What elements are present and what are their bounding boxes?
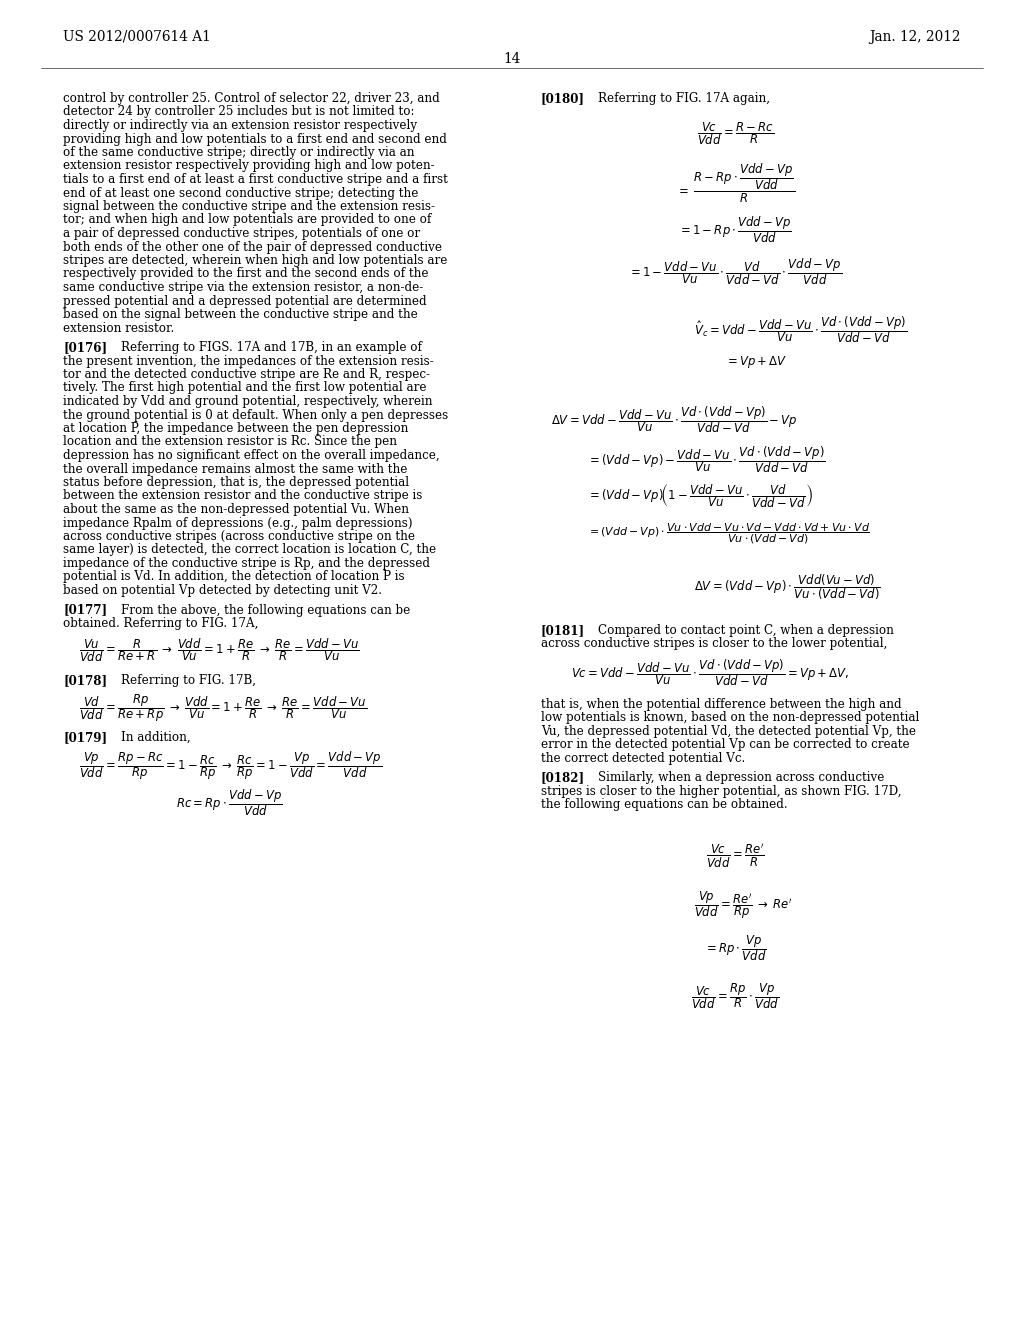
Text: [0181]: [0181] — [541, 624, 585, 638]
Text: error in the detected potential Vp can be corrected to create: error in the detected potential Vp can b… — [541, 738, 909, 751]
Text: $\dfrac{Vd}{Vdd} = \dfrac{Rp}{Re+Rp} \;\rightarrow\; \dfrac{Vdd}{Vu} = 1 + \dfra: $\dfrac{Vd}{Vdd} = \dfrac{Rp}{Re+Rp} \;\… — [79, 693, 367, 725]
Text: [0176]: [0176] — [63, 341, 108, 354]
Text: impedance of the conductive stripe is Rp, and the depressed: impedance of the conductive stripe is Rp… — [63, 557, 430, 570]
Text: $Rc = Rp \cdot \dfrac{Vdd-Vp}{Vdd}$: $Rc = Rp \cdot \dfrac{Vdd-Vp}{Vdd}$ — [176, 788, 283, 818]
Text: $\dfrac{Vu}{Vdd} = \dfrac{R}{Re+R} \;\rightarrow\; \dfrac{Vdd}{Vu} = 1 + \dfrac{: $\dfrac{Vu}{Vdd} = \dfrac{R}{Re+R} \;\ri… — [79, 636, 359, 664]
Text: Referring to FIGS. 17A and 17B, in an example of: Referring to FIGS. 17A and 17B, in an ex… — [121, 341, 422, 354]
Text: the present invention, the impedances of the extension resis-: the present invention, the impedances of… — [63, 355, 434, 367]
Text: pressed potential and a depressed potential are determined: pressed potential and a depressed potent… — [63, 294, 427, 308]
Text: same conductive stripe via the extension resistor, a non-de-: same conductive stripe via the extension… — [63, 281, 424, 294]
Text: impedance Rpalm of depressions (e.g., palm depressions): impedance Rpalm of depressions (e.g., pa… — [63, 516, 413, 529]
Text: In addition,: In addition, — [121, 731, 190, 743]
Text: tor and the detected conductive stripe are Re and R, respec-: tor and the detected conductive stripe a… — [63, 368, 430, 381]
Text: From the above, the following equations can be: From the above, the following equations … — [121, 603, 410, 616]
Text: stripes is closer to the higher potential, as shown FIG. 17D,: stripes is closer to the higher potentia… — [541, 785, 901, 797]
Text: stripes are detected, wherein when high and low potentials are: stripes are detected, wherein when high … — [63, 253, 447, 267]
Text: directly or indirectly via an extension resistor respectively: directly or indirectly via an extension … — [63, 119, 418, 132]
Text: obtained. Referring to FIG. 17A,: obtained. Referring to FIG. 17A, — [63, 616, 259, 630]
Text: extension resistor respectively providing high and low poten-: extension resistor respectively providin… — [63, 160, 435, 173]
Text: end of at least one second conductive stripe; detecting the: end of at least one second conductive st… — [63, 186, 419, 199]
Text: $\Delta V = Vdd - \dfrac{Vdd-Vu}{Vu} \cdot \dfrac{Vd \cdot (Vdd-Vp)}{Vdd-Vd} - V: $\Delta V = Vdd - \dfrac{Vdd-Vu}{Vu} \cd… — [551, 404, 798, 434]
Text: indicated by Vdd and ground potential, respectively, wherein: indicated by Vdd and ground potential, r… — [63, 395, 433, 408]
Text: control by controller ​25. Control of selector ​22, driver ​23, and: control by controller ​25. Control of se… — [63, 92, 440, 106]
Text: Jan. 12, 2012: Jan. 12, 2012 — [869, 30, 961, 44]
Text: based on the signal between the conductive stripe and the: based on the signal between the conducti… — [63, 308, 418, 321]
Text: tials to a first end of at least a first conductive stripe and a first: tials to a first end of at least a first… — [63, 173, 449, 186]
Text: that is, when the potential difference between the high and: that is, when the potential difference b… — [541, 698, 901, 710]
Text: $= \;\dfrac{R - Rp \cdot \dfrac{Vdd-Vp}{Vdd}}{R}$: $= \;\dfrac{R - Rp \cdot \dfrac{Vdd-Vp}{… — [676, 162, 795, 206]
Text: between the extension resistor and the conductive stripe is: between the extension resistor and the c… — [63, 490, 423, 503]
Text: at location P, the impedance between the pen depression: at location P, the impedance between the… — [63, 422, 409, 436]
Text: the correct detected potential Vc.: the correct detected potential Vc. — [541, 752, 744, 764]
Text: providing high and low potentials to a first end and second end: providing high and low potentials to a f… — [63, 132, 447, 145]
Text: [0177]: [0177] — [63, 603, 108, 616]
Text: $\dfrac{Vp}{Vdd} = \dfrac{Re'}{Rp} \;\rightarrow\; Re'$: $\dfrac{Vp}{Vdd} = \dfrac{Re'}{Rp} \;\ri… — [694, 890, 793, 921]
Text: [0180]: [0180] — [541, 92, 585, 106]
Text: the ground potential is 0 at default. When only a pen depresses: the ground potential is 0 at default. Wh… — [63, 408, 449, 421]
Text: Similarly, when a depression across conductive: Similarly, when a depression across cond… — [598, 771, 885, 784]
Text: $= 1 - \dfrac{Vdd-Vu}{Vu} \cdot \dfrac{Vd}{Vdd-Vd} \cdot \dfrac{Vdd-Vp}{Vdd}$: $= 1 - \dfrac{Vdd-Vu}{Vu} \cdot \dfrac{V… — [628, 256, 843, 286]
Text: based on potential Vp detected by detecting unit V​2.: based on potential Vp detected by detect… — [63, 583, 383, 597]
Text: location and the extension resistor is Rc. Since the pen: location and the extension resistor is R… — [63, 436, 397, 449]
Text: 14: 14 — [504, 51, 520, 66]
Text: $\dfrac{Vc}{Vdd} = \dfrac{Re'}{R}$: $\dfrac{Vc}{Vdd} = \dfrac{Re'}{R}$ — [706, 842, 765, 870]
Text: across conductive stripes is closer to the lower potential,: across conductive stripes is closer to t… — [541, 638, 887, 651]
Text: $= Rp \cdot \dfrac{Vp}{Vdd}$: $= Rp \cdot \dfrac{Vp}{Vdd}$ — [703, 933, 767, 964]
Text: the following equations can be obtained.: the following equations can be obtained. — [541, 799, 787, 812]
Text: Referring to FIG. 17B,: Referring to FIG. 17B, — [121, 675, 256, 686]
Text: respectively provided to the first and the second ends of the: respectively provided to the first and t… — [63, 268, 429, 281]
Text: [0178]: [0178] — [63, 675, 108, 686]
Text: detector ​24 by controller ​25 includes but is not limited to:: detector ​24 by controller ​25 includes … — [63, 106, 415, 119]
Text: of the same conductive stripe; directly or indirectly via an: of the same conductive stripe; directly … — [63, 147, 415, 158]
Text: $= 1 - Rp \cdot \dfrac{Vdd-Vp}{Vdd}$: $= 1 - Rp \cdot \dfrac{Vdd-Vp}{Vdd}$ — [678, 214, 793, 244]
Text: Compared to contact point C, when a depression: Compared to contact point C, when a depr… — [598, 624, 894, 638]
Text: Vu, the depressed potential Vd, the detected potential Vp, the: Vu, the depressed potential Vd, the dete… — [541, 725, 915, 738]
Text: the overall impedance remains almost the same with the: the overall impedance remains almost the… — [63, 462, 408, 475]
Text: across conductive stripes (across conductive stripe on the: across conductive stripes (across conduc… — [63, 531, 416, 543]
Text: Referring to FIG. 17A again,: Referring to FIG. 17A again, — [598, 92, 770, 106]
Text: $= (Vdd-Vp)\!\left(1 - \dfrac{Vdd-Vu}{Vu} \cdot \dfrac{Vd}{Vdd-Vd}\right)$: $= (Vdd-Vp)\!\left(1 - \dfrac{Vdd-Vu}{Vu… — [587, 482, 813, 510]
Text: extension resistor.: extension resistor. — [63, 322, 175, 334]
Text: tively. The first high potential and the first low potential are: tively. The first high potential and the… — [63, 381, 427, 395]
Text: $Vc = Vdd - \dfrac{Vdd-Vu}{Vu} \cdot \dfrac{Vd \cdot (Vdd-Vp)}{Vdd-Vd} = Vp + \D: $Vc = Vdd - \dfrac{Vdd-Vu}{Vu} \cdot \df… — [571, 657, 850, 689]
Text: $\dfrac{Vc}{Vdd} = \dfrac{Rp}{R} \cdot \dfrac{Vp}{Vdd}$: $\dfrac{Vc}{Vdd} = \dfrac{Rp}{R} \cdot \… — [691, 982, 779, 1011]
Text: about the same as the non-depressed potential Vu. When: about the same as the non-depressed pote… — [63, 503, 410, 516]
Text: depression has no significant effect on the overall impedance,: depression has no significant effect on … — [63, 449, 440, 462]
Text: same layer) is detected, the correct location is location C, the: same layer) is detected, the correct loc… — [63, 544, 436, 557]
Text: both ends of the other one of the pair of depressed conductive: both ends of the other one of the pair o… — [63, 240, 442, 253]
Text: status before depression, that is, the depressed potential: status before depression, that is, the d… — [63, 477, 410, 488]
Text: [0179]: [0179] — [63, 731, 108, 743]
Text: $= (Vdd-Vp) - \dfrac{Vdd-Vu}{Vu} \cdot \dfrac{Vd \cdot (Vdd-Vp)}{Vdd-Vd}$: $= (Vdd-Vp) - \dfrac{Vdd-Vu}{Vu} \cdot \… — [587, 444, 825, 475]
Text: tor; and when high and low potentials are provided to one of: tor; and when high and low potentials ar… — [63, 214, 432, 227]
Text: a pair of depressed conductive stripes, potentials of one or: a pair of depressed conductive stripes, … — [63, 227, 421, 240]
Text: $\dfrac{Vc}{Vdd} = \dfrac{R - Rc}{R}$: $\dfrac{Vc}{Vdd} = \dfrac{R - Rc}{R}$ — [696, 120, 774, 147]
Text: [0182]: [0182] — [541, 771, 585, 784]
Text: low potentials is known, based on the non-depressed potential: low potentials is known, based on the no… — [541, 711, 920, 725]
Text: $\Delta V = (Vdd-Vp) \cdot \dfrac{Vdd(Vu - Vd)}{Vu \cdot (Vdd-Vd)}$: $\Delta V = (Vdd-Vp) \cdot \dfrac{Vdd(Vu… — [694, 572, 881, 602]
Text: US 2012/0007614 A1: US 2012/0007614 A1 — [63, 30, 211, 44]
Text: $\hat{V}_c = Vdd - \dfrac{Vdd-Vu}{Vu} \cdot \dfrac{Vd \cdot (Vdd-Vp)}{Vdd-Vd}$: $\hat{V}_c = Vdd - \dfrac{Vdd-Vu}{Vu} \c… — [694, 314, 907, 345]
Text: $= Vp + \Delta V$: $= Vp + \Delta V$ — [725, 354, 787, 370]
Text: potential is Vd. In addition, the detection of location P is: potential is Vd. In addition, the detect… — [63, 570, 406, 583]
Text: $= (Vdd-Vp) \cdot \dfrac{Vu \cdot Vdd - Vu \cdot Vd - Vdd \cdot Vd + Vu \cdot Vd: $= (Vdd-Vp) \cdot \dfrac{Vu \cdot Vdd - … — [587, 521, 869, 546]
Text: signal between the conductive stripe and the extension resis-: signal between the conductive stripe and… — [63, 201, 435, 213]
Text: $\dfrac{Vp}{Vdd} = \dfrac{Rp-Rc}{Rp} = 1 - \dfrac{Rc}{Rp} \;\rightarrow\; \dfrac: $\dfrac{Vp}{Vdd} = \dfrac{Rp-Rc}{Rp} = 1… — [79, 750, 382, 783]
